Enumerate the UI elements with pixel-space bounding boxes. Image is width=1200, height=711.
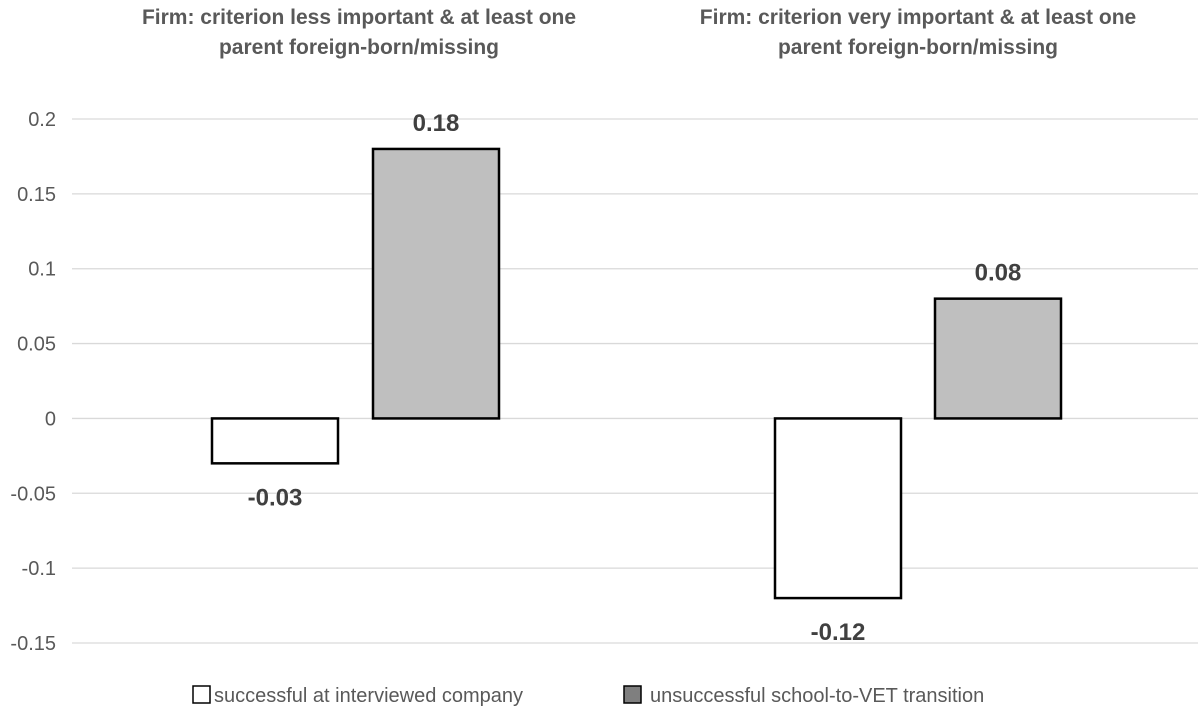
data-label: -0.03 [248, 484, 303, 511]
category-title: Firm: criterion very important & at leas… [700, 6, 1136, 29]
bar-successful [210, 417, 340, 465]
category-title: parent foreign-born/missing [219, 36, 499, 59]
legend-swatch [623, 685, 642, 704]
y-tick-label: 0.15 [17, 184, 56, 206]
y-tick-label: 0.2 [28, 109, 56, 131]
y-tick-label: 0.1 [28, 259, 56, 281]
y-tick-label: 0 [45, 408, 56, 430]
bar-unsuccessful [933, 297, 1063, 420]
legend-label: unsuccessful school-to-VET transition [650, 685, 984, 707]
y-tick-label: -0.15 [10, 633, 56, 655]
y-tick-label: 0.05 [17, 334, 56, 356]
y-tick-label: -0.1 [22, 558, 56, 580]
legend-label: successful at interviewed company [214, 685, 523, 707]
bar-successful [773, 417, 903, 600]
data-label: 0.08 [975, 260, 1022, 287]
legend-swatch [192, 685, 211, 704]
y-tick-label: -0.05 [10, 483, 56, 505]
bar-unsuccessful [371, 147, 501, 420]
category-title: Firm: criterion less important & at leas… [142, 6, 576, 29]
data-label: 0.18 [413, 110, 460, 137]
category-title: parent foreign-born/missing [778, 36, 1058, 59]
data-label: -0.12 [811, 619, 866, 646]
